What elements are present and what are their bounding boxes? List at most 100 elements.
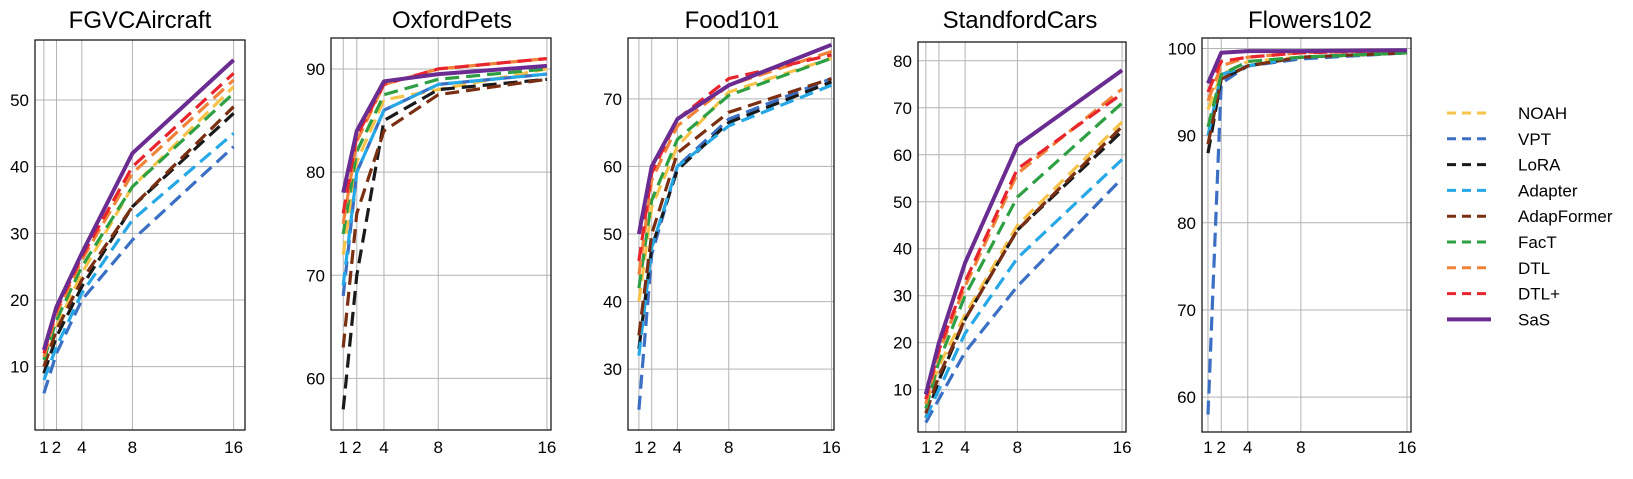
y-tick-label: 30 [893, 287, 912, 306]
series-lora-line [637, 80, 832, 350]
x-tick-label: 1 [634, 438, 643, 457]
y-tick-label: 70 [1177, 301, 1196, 320]
y-tick-label: 50 [603, 225, 622, 244]
legend-label-fact: FacT [1518, 233, 1557, 252]
legend-label-vpt: VPT [1518, 130, 1551, 149]
y-tick-label: 90 [1177, 127, 1196, 146]
legend: NOAH VPT LoRA Adapter AdapFormer FacT DTL DTL+ S… [1447, 104, 1613, 329]
x-tick-label: 2 [647, 438, 656, 457]
chart-food101: Food101 30 40 50 60 70 1 2 4 8 16 [603, 7, 841, 457]
series-noah-line [341, 67, 548, 255]
y-tick-label: 60 [603, 157, 622, 176]
chart-title: StandfordCars [943, 7, 1098, 34]
legend-label-adapformer: AdapFormer [1518, 207, 1613, 226]
y-tick-label: 50 [893, 193, 912, 212]
series-lora-line [42, 112, 235, 374]
series-adapformer-line [42, 105, 235, 368]
y-tick-label: 80 [306, 163, 325, 182]
series-noah-line [42, 85, 235, 368]
y-tick-label: 30 [10, 224, 29, 243]
x-tick-label: 4 [673, 438, 682, 457]
series-vpt-line [42, 145, 235, 394]
x-tick-label: 8 [128, 438, 137, 457]
y-tick-label: 60 [893, 146, 912, 165]
series-adapformer-line [924, 125, 1124, 414]
y-tick-label: 70 [893, 99, 912, 118]
plot-frame [34, 39, 246, 431]
y-tick-label: 40 [10, 158, 29, 177]
series-adapformer-line [341, 77, 548, 348]
plot-frame [917, 41, 1127, 433]
y-tick-label: 80 [893, 52, 912, 71]
chart-title: Food101 [685, 7, 780, 34]
x-tick-label: 4 [379, 438, 388, 457]
series-adapformer-line [637, 77, 832, 336]
series-vpt-line [637, 77, 832, 410]
series-fact-line [1206, 51, 1408, 128]
chart-title: Flowers102 [1248, 7, 1372, 34]
legend-label-dtl: DTL [1518, 259, 1550, 278]
x-tick-label: 4 [77, 438, 86, 457]
series-dtl-line [637, 53, 832, 262]
x-tick-label: 16 [1398, 438, 1417, 457]
y-tick-label: 40 [893, 240, 912, 259]
series-lora-line [341, 77, 548, 410]
x-tick-label: 1 [39, 438, 48, 457]
series-fact-line [341, 67, 548, 235]
series-fact-line [924, 101, 1124, 409]
y-tick-label: 80 [1177, 214, 1196, 233]
y-tick-label: 10 [893, 381, 912, 400]
y-tick-label: 50 [10, 91, 29, 110]
x-tick-label: 2 [934, 438, 943, 457]
x-tick-label: 1 [1203, 438, 1212, 457]
y-tick-label: 100 [1168, 39, 1196, 58]
x-tick-label: 8 [1296, 438, 1305, 457]
series-adapter-line [42, 132, 235, 381]
series-fact-line [42, 92, 235, 361]
x-tick-label: 2 [1217, 438, 1226, 457]
x-tick-label: 8 [434, 438, 443, 457]
series-adapter-line [341, 72, 548, 286]
x-tick-label: 16 [537, 438, 556, 457]
y-tick-label: 30 [603, 360, 622, 379]
x-tick-label: 16 [224, 438, 243, 457]
x-tick-label: 1 [921, 438, 930, 457]
chart-flowers102: Flowers102 60 70 80 90 100 1 2 4 8 16 [1168, 7, 1417, 457]
y-tick-label: 90 [306, 60, 325, 79]
series-sas-line [1206, 48, 1408, 85]
series-vpt-line [924, 177, 1124, 424]
legend-label-adapter: Adapter [1518, 181, 1578, 200]
y-tick-label: 10 [10, 358, 29, 377]
legend-label-sas: SaS [1518, 310, 1550, 329]
plot-frame [1201, 37, 1412, 433]
x-tick-label: 4 [1243, 438, 1252, 457]
series-sas-line [41, 58, 235, 351]
y-tick-label: 60 [1177, 388, 1196, 407]
y-tick-label: 70 [603, 90, 622, 109]
y-tick-label: 20 [893, 334, 912, 353]
x-tick-label: 1 [338, 438, 347, 457]
chart-title: FGVCAircraft [69, 7, 212, 34]
series-sas-line [341, 63, 548, 194]
x-tick-label: 16 [1113, 438, 1132, 457]
legend-label-lora: LoRA [1518, 156, 1561, 175]
chart-oxfordpets: OxfordPets 60 70 80 90 1 2 4 8 16 [306, 7, 556, 457]
y-tick-label: 60 [306, 369, 325, 388]
plot-frame [627, 37, 835, 431]
plot-frame [330, 37, 552, 431]
series-adapter-line [924, 158, 1124, 419]
legend-label-dtl: DTL+ [1518, 285, 1560, 304]
series-vpt-line [341, 72, 548, 297]
y-tick-label: 20 [10, 291, 29, 310]
series-lora-line [924, 130, 1124, 419]
y-tick-label: 70 [306, 266, 325, 285]
x-tick-label: 16 [822, 438, 841, 457]
legend-label-noah: NOAH [1518, 104, 1567, 123]
series-sas-line [636, 42, 833, 235]
x-tick-label: 8 [1013, 438, 1022, 457]
series-adapformer-line [1206, 51, 1408, 145]
x-tick-label: 8 [724, 438, 733, 457]
x-tick-label: 4 [960, 438, 969, 457]
series-fact-line [637, 56, 832, 289]
